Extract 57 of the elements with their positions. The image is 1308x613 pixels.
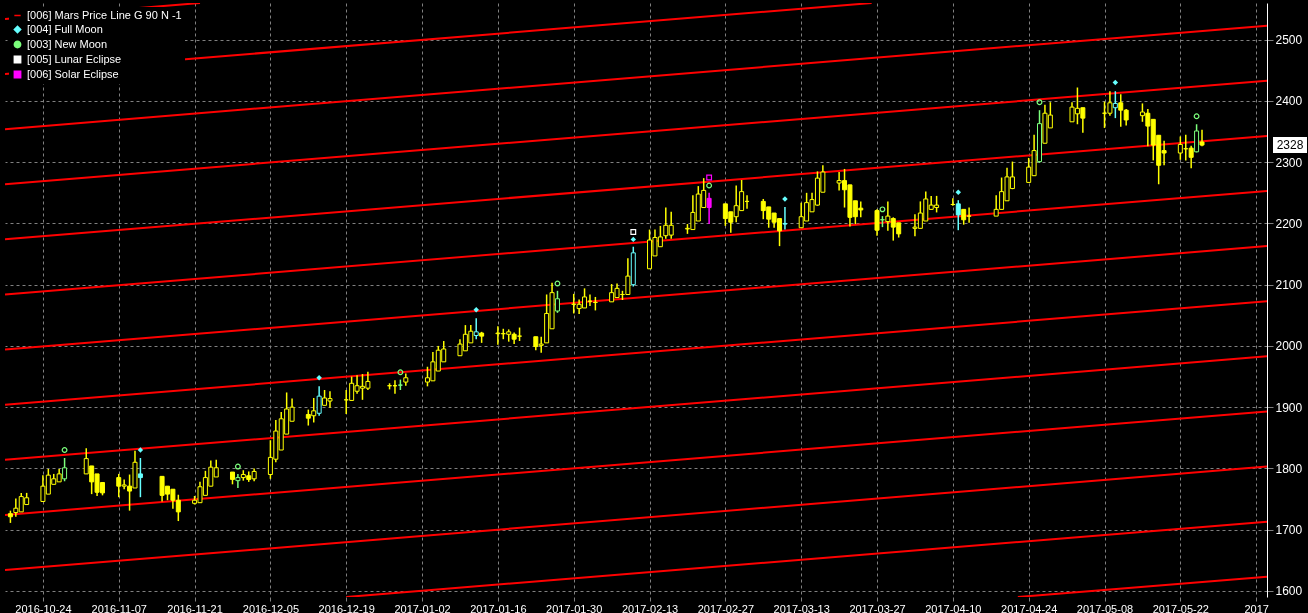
legend-label: [006] Mars Price Line G 90 N -1 — [27, 8, 182, 21]
x-tick-label: 2016-10-24 — [15, 602, 72, 613]
point — [706, 182, 713, 189]
x-tick-label: 2016-11-21 — [167, 602, 223, 613]
legend-label: [006] Solar Eclipse — [27, 67, 119, 80]
candlestick — [706, 192, 712, 225]
point — [1193, 113, 1200, 120]
point — [630, 229, 637, 235]
point — [397, 369, 404, 376]
point — [554, 280, 561, 287]
point — [473, 307, 479, 313]
x-tick-label: 2017-02-27 — [697, 602, 755, 613]
text: 2328 — [1276, 138, 1304, 153]
x-tick-label: 2016-12-05 — [242, 602, 300, 613]
candlestick — [874, 208, 880, 237]
candlestick — [782, 206, 788, 231]
y-tick-label: 2500 — [1275, 33, 1303, 48]
y-tick-label: 1900 — [1275, 400, 1303, 415]
y-tick-label: 1600 — [1275, 584, 1303, 599]
x-tick-label: 2017 — [1244, 602, 1269, 613]
candlestick — [1188, 144, 1194, 170]
x-tick-label: 2016-11-07 — [91, 602, 147, 613]
point — [61, 447, 68, 453]
y-tick-label: 2300 — [1275, 155, 1303, 170]
x-tick-label: 2017-05-08 — [1076, 602, 1134, 613]
y-tick-label: 1800 — [1275, 461, 1303, 476]
x-tick-label: 2017-01-16 — [470, 602, 527, 613]
candlestick — [1194, 123, 1200, 154]
x-tick-label: 2016-12-19 — [318, 602, 375, 613]
legend-label: [003] New Moon — [27, 37, 108, 50]
legend-label: [004] Full Moon — [27, 22, 103, 35]
point — [706, 174, 713, 181]
y-tick-label: 1700 — [1275, 523, 1303, 538]
y-tick-label: 2200 — [1275, 216, 1303, 231]
point — [1036, 99, 1043, 106]
x-tick-label: 2017-03-13 — [773, 602, 830, 613]
x-tick-label: 2017-02-13 — [621, 602, 679, 613]
candlestick — [137, 457, 143, 498]
point — [1112, 79, 1119, 86]
x-tick-label: 2017-04-10 — [925, 602, 982, 613]
y-tick-label: 2400 — [1275, 94, 1303, 109]
y-tick-label: 2100 — [1275, 278, 1303, 293]
x-tick-label: 2017-03-27 — [849, 602, 906, 613]
x-tick-label: 2017-01-30 — [546, 602, 603, 613]
x-tick-label: 2017-05-22 — [1152, 602, 1209, 613]
candlestick — [495, 325, 501, 346]
point — [955, 189, 962, 195]
legend-label: [005] Lunar Eclipse — [27, 52, 122, 65]
x-tick-label: 2017-04-24 — [1001, 602, 1058, 613]
point — [316, 375, 322, 381]
point — [630, 236, 637, 243]
x-tick-label: 2017-01-02 — [394, 602, 451, 613]
point — [234, 463, 241, 470]
point — [879, 206, 886, 213]
point — [137, 447, 144, 453]
y-tick-label: 2000 — [1275, 339, 1303, 354]
candlestick — [955, 199, 961, 231]
